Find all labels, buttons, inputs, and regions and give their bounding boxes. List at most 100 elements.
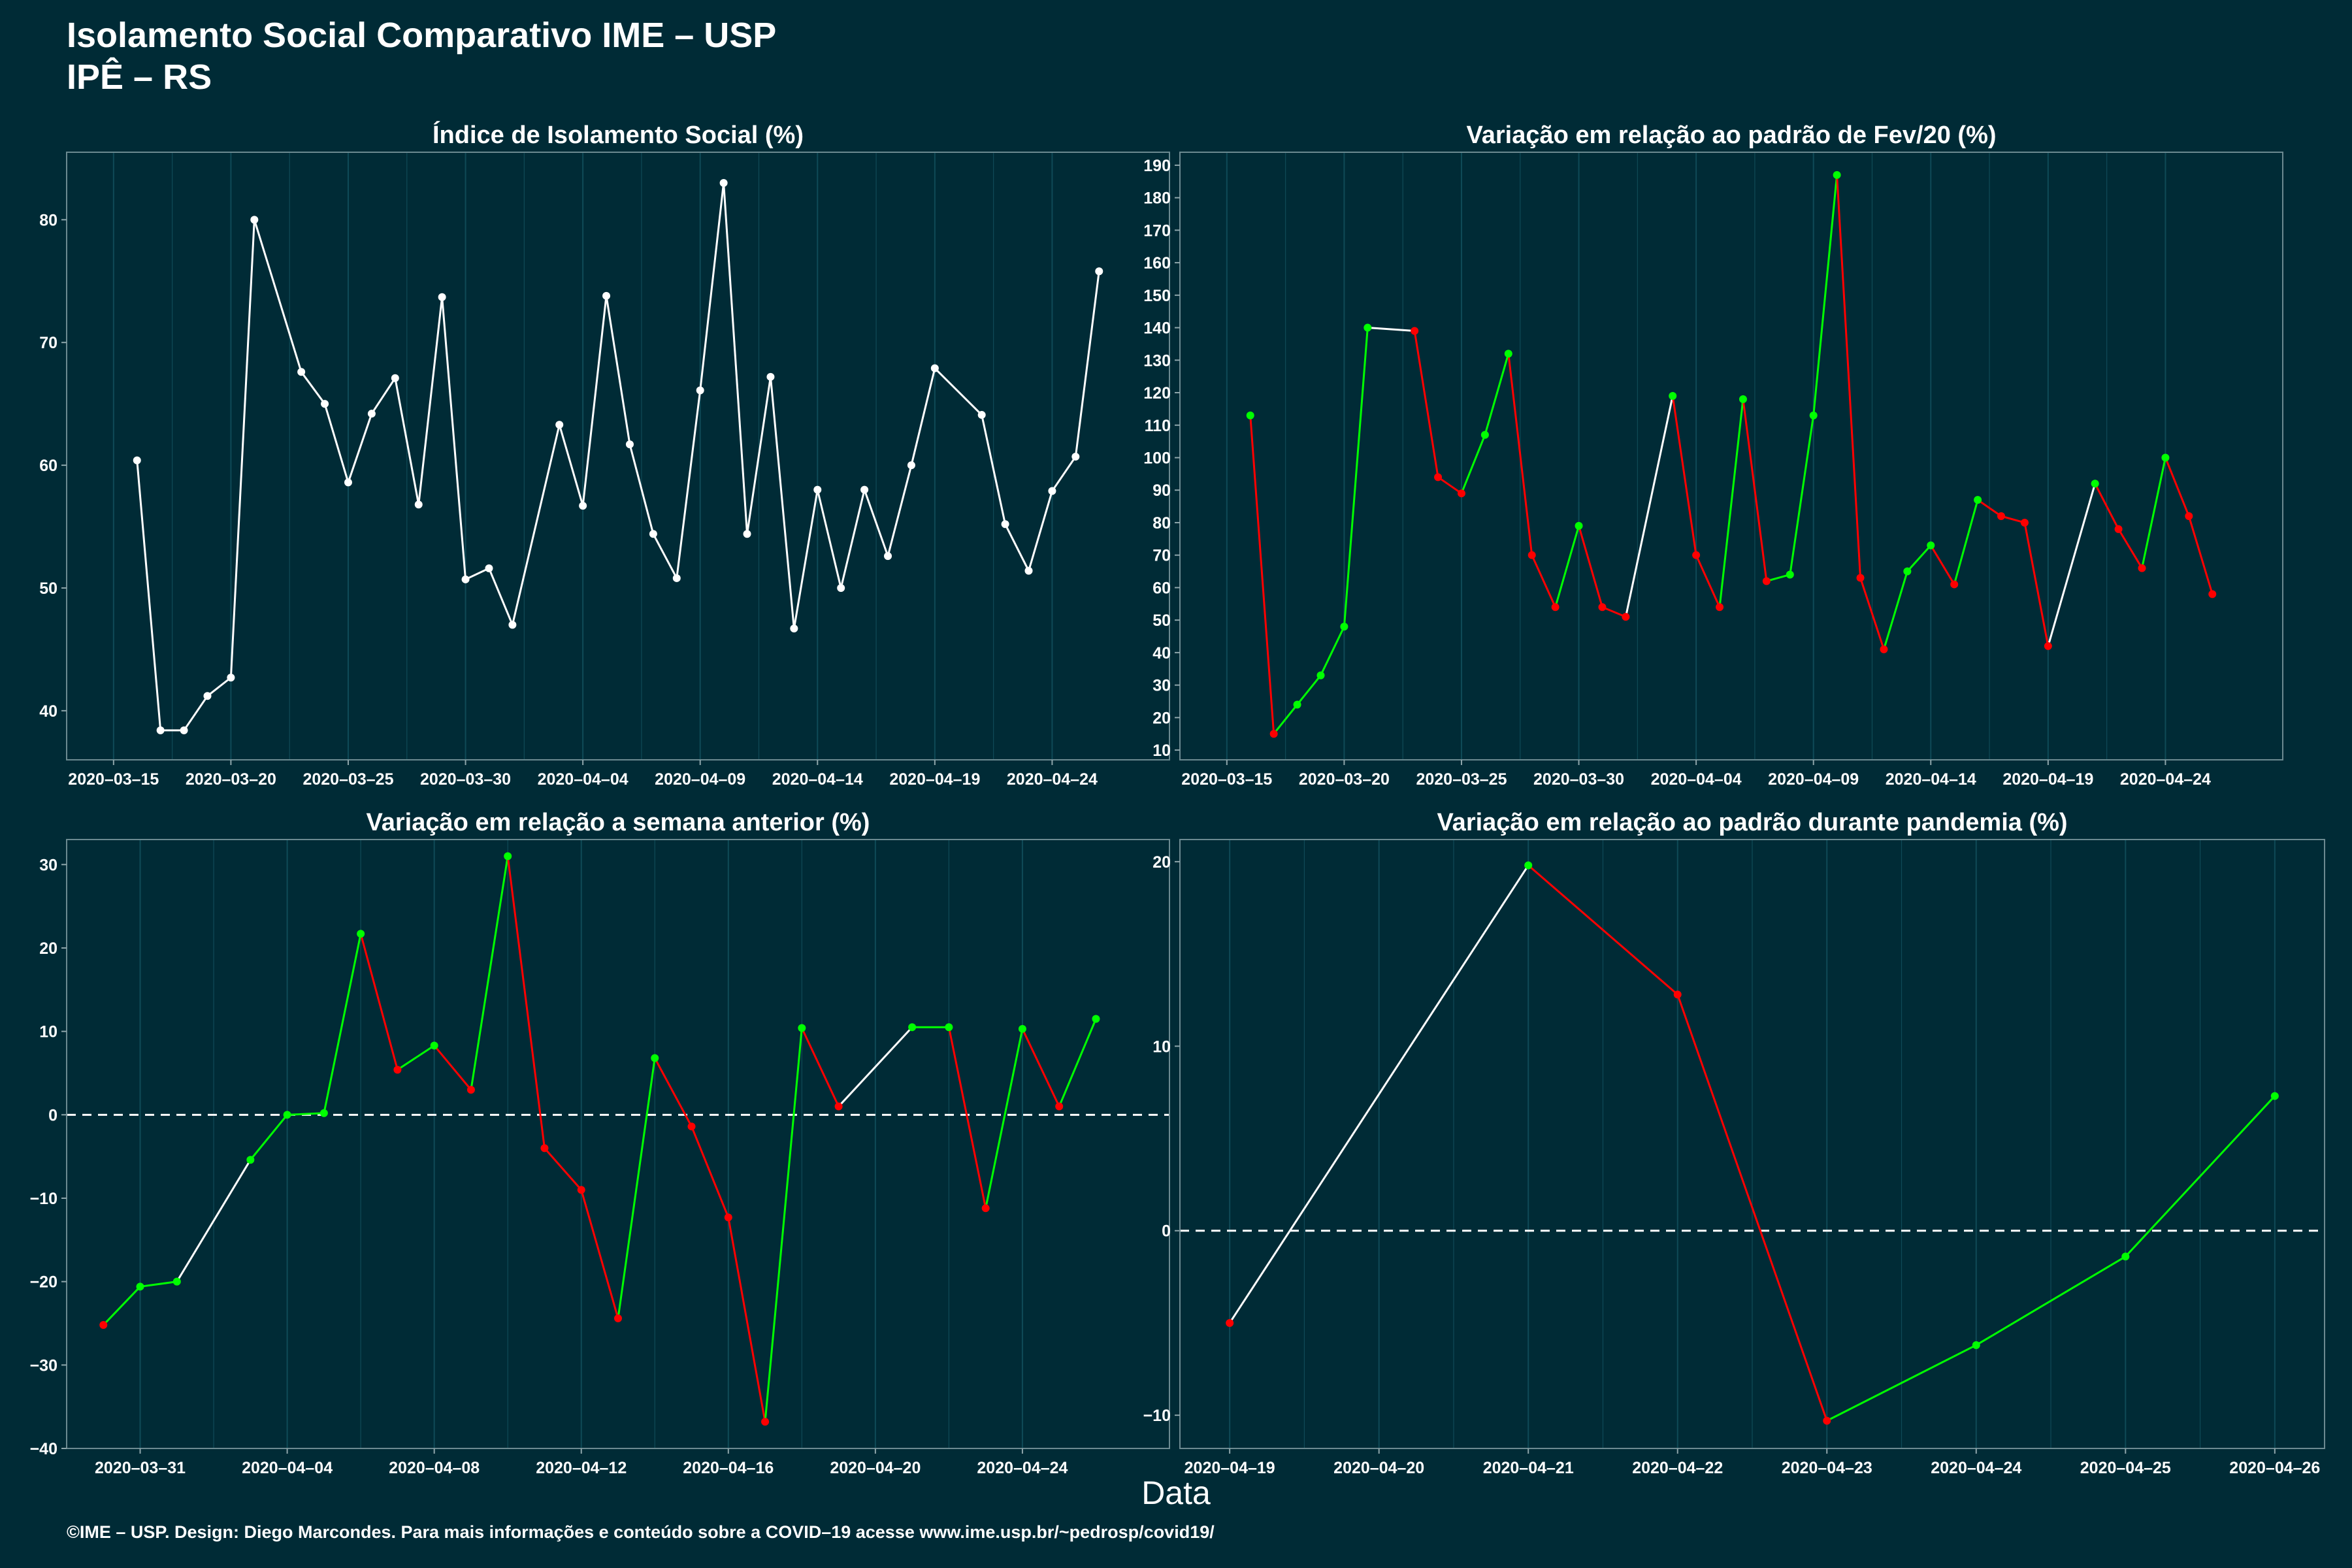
series-segment [1671,395,1697,555]
series-segment [764,1028,803,1422]
data-point [1071,452,1080,461]
plot-border [1179,152,2283,760]
data-point [579,502,587,510]
data-point [1762,577,1771,585]
x-tick-label: 2020–03–25 [1416,770,1507,789]
series-segment [2187,515,2213,595]
series-segment [1296,674,1322,706]
y-tick-label: 20 [1152,853,1171,872]
series-segment [1554,525,1580,608]
data-point [1018,1024,1026,1033]
series-segment [287,1112,324,1116]
data-point [761,1418,770,1426]
series-segment [1413,331,1439,478]
x-tick-label: 2020–04–19 [1184,1459,1275,1477]
series-segment [1437,476,1462,495]
data-point [1527,551,1536,559]
data-point [907,461,915,470]
series-segment [691,1126,730,1218]
data-point [466,1086,475,1094]
series-segment [1028,491,1053,572]
y-tick-label: −30 [30,1356,57,1375]
y-tick-label: 30 [1152,677,1171,695]
y-tick-label: −10 [1143,1407,1171,1425]
data-point [1716,603,1724,612]
data-point [1411,327,1419,335]
series-segment [1527,864,1678,996]
data-point [1293,700,1301,709]
data-point [945,1023,953,1032]
data-point [2114,525,2123,533]
series-segment [1367,327,1415,333]
series-segment [605,295,631,445]
series-segment [947,1026,987,1209]
x-tick-label: 2020–04–04 [1651,770,1742,789]
series-segment [1228,864,1529,1324]
series-segment [1906,544,1932,572]
data-point [1927,541,1935,549]
y-tick-label: 20 [1152,709,1171,727]
series-segment [465,567,490,581]
data-point [2138,564,2146,572]
data-point [981,1204,990,1213]
series-segment [581,295,608,506]
data-point [834,1102,843,1111]
series-segment [792,489,819,629]
series-segment [723,182,749,534]
series-segment [1601,606,1626,618]
data-point [1001,520,1009,529]
series-segment [653,1057,693,1127]
series-segment [544,1147,582,1191]
panel-title: Variação em relação a semana anterior (%… [367,809,870,836]
x-tick-label: 2020–04–20 [830,1459,921,1477]
series-segment [1004,523,1030,572]
x-tick-label: 2020–03–15 [1181,770,1272,789]
series-segment [206,676,232,697]
series-segment [250,1114,288,1161]
data-point [2121,1252,2130,1261]
data-point [1457,489,1465,498]
series-segment [1883,571,1908,650]
data-point [1551,603,1560,612]
data-point [860,485,869,494]
series-segment [176,1159,252,1282]
series-segment [746,376,772,534]
data-point [813,485,822,494]
data-point [2161,453,2170,462]
y-tick-label: 50 [39,580,57,598]
data-point [743,530,751,538]
x-tick-label: 2020–04–09 [655,770,745,789]
data-point [625,440,634,449]
series-segment [359,933,399,1070]
y-tick-label: 30 [39,856,57,874]
data-point [1340,623,1348,631]
y-tick-label: 120 [1143,384,1171,402]
data-point [2208,590,2217,598]
panel-variation-pandemic-pattern: Variação em relação ao padrão durante pa… [1143,809,2325,1477]
series-segment [699,182,725,391]
x-tick-label: 2020–04–24 [2120,770,2211,789]
series-segment [1789,415,1815,575]
data-point [319,1109,328,1117]
series-segment [370,377,397,415]
series-segment [2125,1095,2276,1258]
data-point [430,1041,438,1050]
series-segment [323,933,362,1114]
y-tick-label: 150 [1143,287,1171,305]
series-segment [1507,353,1533,555]
x-tick-label: 2020–03–20 [186,770,276,789]
data-point [766,372,775,381]
data-point [438,293,446,301]
data-point [172,1277,181,1286]
data-point [485,564,493,572]
series-segment [981,414,1007,525]
series-segment [1976,1255,2127,1347]
page-title: Isolamento Social Comparativo IME – USP [67,16,777,55]
data-point [1480,431,1489,439]
data-point [651,1054,659,1062]
series-segment [769,376,795,629]
data-point [672,574,681,582]
data-point [1950,580,1959,589]
data-point [1903,567,1912,576]
x-tick-label: 2020–04–09 [1768,770,1859,789]
